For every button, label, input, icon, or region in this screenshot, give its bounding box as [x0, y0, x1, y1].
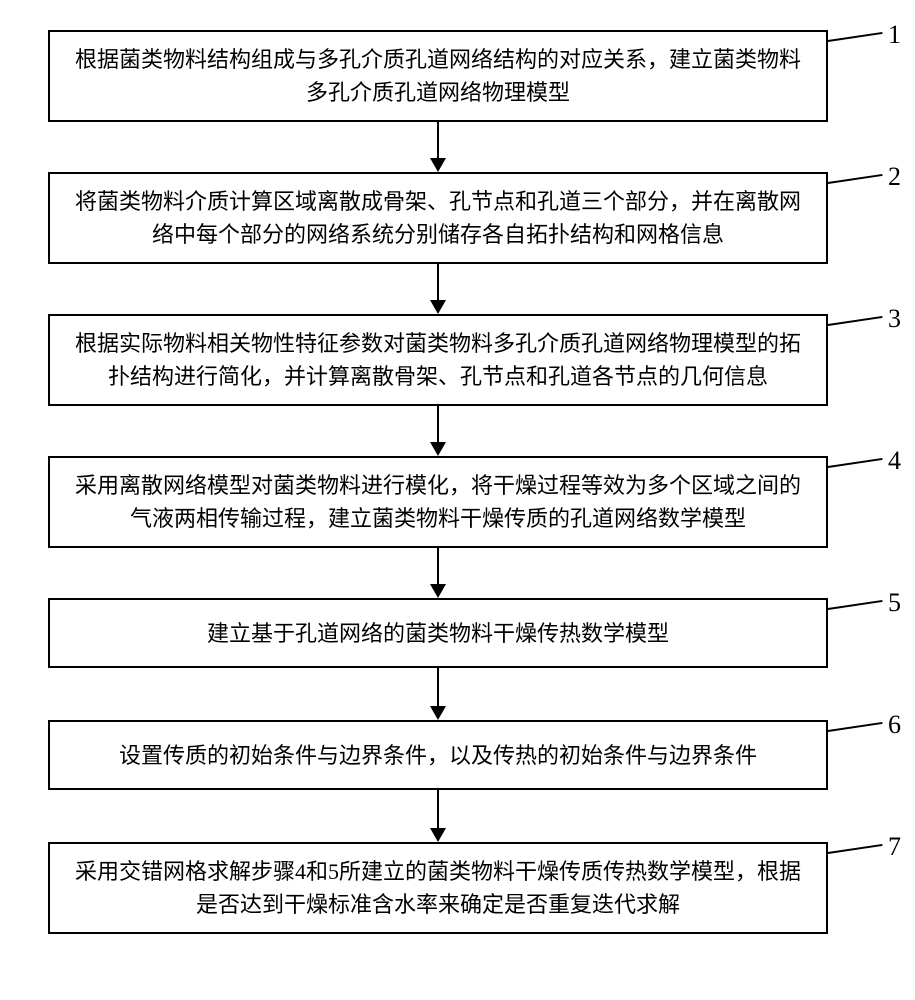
step-label-1: 1 [888, 20, 901, 50]
step-text: 采用交错网格求解步骤4和5所建立的菌类物料干燥传质传热数学模型，根据是否达到干燥… [66, 855, 810, 921]
arrow-head-icon [430, 584, 446, 598]
flowchart-canvas: 根据菌类物料结构组成与多孔介质孔道网络结构的对应关系，建立菌类物料多孔介质孔道网… [0, 0, 915, 1000]
arrow-6-to-7 [437, 790, 439, 828]
step-text: 将菌类物料介质计算区域离散成骨架、孔节点和孔道三个部分，并在离散网络中每个部分的… [66, 185, 810, 251]
leader-line-1 [828, 32, 882, 42]
arrow-head-icon [430, 706, 446, 720]
leader-line-6 [828, 722, 882, 732]
leader-line-7 [828, 844, 882, 854]
step-label-3: 3 [888, 304, 901, 334]
step-label-2: 2 [888, 162, 901, 192]
leader-line-2 [828, 174, 882, 184]
step-text: 根据菌类物料结构组成与多孔介质孔道网络结构的对应关系，建立菌类物料多孔介质孔道网… [66, 43, 810, 109]
leader-line-4 [828, 458, 882, 468]
flowchart-step-7: 采用交错网格求解步骤4和5所建立的菌类物料干燥传质传热数学模型，根据是否达到干燥… [48, 842, 828, 934]
arrow-head-icon [430, 158, 446, 172]
arrow-3-to-4 [437, 406, 439, 442]
flowchart-step-3: 根据实际物料相关物性特征参数对菌类物料多孔介质孔道网络物理模型的拓扑结构进行简化… [48, 314, 828, 406]
arrow-5-to-6 [437, 668, 439, 706]
arrow-head-icon [430, 442, 446, 456]
arrow-2-to-3 [437, 264, 439, 300]
step-text: 建立基于孔道网络的菌类物料干燥传热数学模型 [207, 617, 669, 650]
step-label-6: 6 [888, 710, 901, 740]
step-text: 设置传质的初始条件与边界条件，以及传热的初始条件与边界条件 [119, 739, 757, 772]
step-label-4: 4 [888, 446, 901, 476]
arrow-head-icon [430, 828, 446, 842]
flowchart-step-6: 设置传质的初始条件与边界条件，以及传热的初始条件与边界条件 [48, 720, 828, 790]
flowchart-step-2: 将菌类物料介质计算区域离散成骨架、孔节点和孔道三个部分，并在离散网络中每个部分的… [48, 172, 828, 264]
flowchart-step-1: 根据菌类物料结构组成与多孔介质孔道网络结构的对应关系，建立菌类物料多孔介质孔道网… [48, 30, 828, 122]
leader-line-5 [828, 600, 882, 610]
step-label-5: 5 [888, 588, 901, 618]
flowchart-step-4: 采用离散网络模型对菌类物料进行模化，将干燥过程等效为多个区域之间的气液两相传输过… [48, 456, 828, 548]
arrow-head-icon [430, 300, 446, 314]
flowchart-step-5: 建立基于孔道网络的菌类物料干燥传热数学模型 [48, 598, 828, 668]
step-text: 根据实际物料相关物性特征参数对菌类物料多孔介质孔道网络物理模型的拓扑结构进行简化… [66, 327, 810, 393]
leader-line-3 [828, 316, 882, 326]
arrow-4-to-5 [437, 548, 439, 584]
arrow-1-to-2 [437, 122, 439, 158]
step-label-7: 7 [888, 832, 901, 862]
step-text: 采用离散网络模型对菌类物料进行模化，将干燥过程等效为多个区域之间的气液两相传输过… [66, 469, 810, 535]
